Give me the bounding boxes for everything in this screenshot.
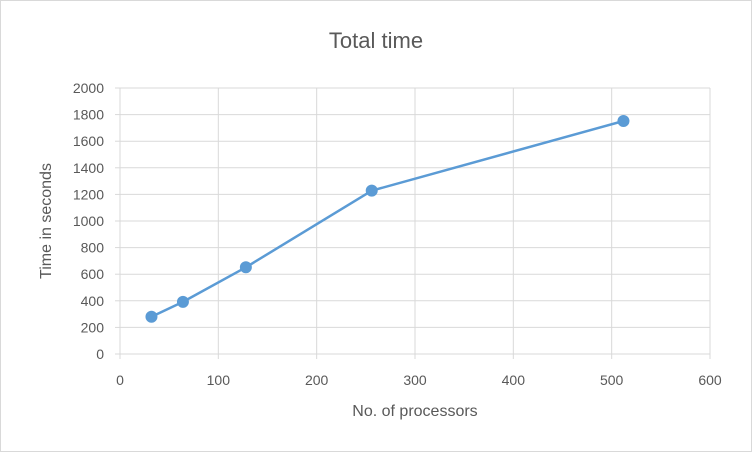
y-axis-label: Time in seconds xyxy=(38,163,55,279)
y-tick-label: 600 xyxy=(81,266,105,282)
x-tick-label: 0 xyxy=(116,372,124,388)
data-point xyxy=(617,114,630,127)
data-point xyxy=(239,261,252,274)
x-tick-label: 600 xyxy=(698,372,722,388)
x-tick-label: 100 xyxy=(207,372,231,388)
series-line xyxy=(150,119,625,319)
data-point xyxy=(176,295,189,308)
y-tick-label: 1800 xyxy=(73,107,104,123)
data-point xyxy=(365,184,378,197)
y-tick-label: 0 xyxy=(96,346,104,362)
y-tick-label: 200 xyxy=(81,319,105,335)
y-tick-label: 800 xyxy=(81,240,105,256)
axes xyxy=(115,87,711,359)
y-tick-label: 1000 xyxy=(73,213,104,229)
y-tick-label: 1400 xyxy=(73,160,104,176)
y-tick-label: 2000 xyxy=(73,80,104,96)
tick-labels: 0 200 400 600 800 1000 1200 1400 1600 1800 2000 0 10… xyxy=(73,80,722,388)
data-point xyxy=(145,310,158,323)
x-axis-label: No. of processors xyxy=(352,403,477,420)
x-tick-label: 400 xyxy=(502,372,526,388)
chart-title: Total time xyxy=(329,28,423,53)
grid-lines xyxy=(120,87,711,354)
series xyxy=(145,114,630,323)
y-tick-label: 1600 xyxy=(73,133,104,149)
x-tick-label: 300 xyxy=(403,372,427,388)
y-tick-label: 1200 xyxy=(73,186,104,202)
x-tick-label: 500 xyxy=(600,372,624,388)
y-tick-label: 400 xyxy=(81,293,105,309)
x-tick-label: 200 xyxy=(305,372,329,388)
